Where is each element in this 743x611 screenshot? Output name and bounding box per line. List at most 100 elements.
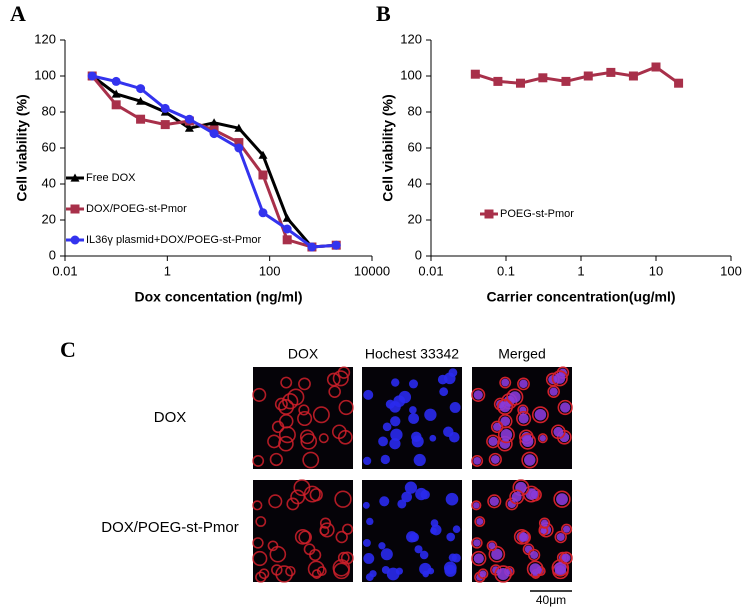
nucleus: [501, 379, 509, 387]
micrograph-cells: [253, 367, 353, 468]
marker: [258, 208, 268, 218]
legend-marker: [70, 235, 80, 245]
x-tick-label: 0.01: [418, 263, 443, 278]
column-label: DOX: [288, 346, 319, 362]
marker: [234, 143, 244, 153]
cell: [520, 434, 535, 449]
nucleus: [473, 457, 481, 465]
cell: [320, 434, 328, 442]
x-tick-label: 1: [577, 263, 584, 278]
nucleus: [512, 492, 522, 502]
marker: [160, 120, 170, 130]
nucleus: [408, 413, 419, 424]
cell: [498, 400, 512, 414]
cell: [303, 452, 318, 467]
cell: [268, 435, 280, 447]
x-tick-label: 100: [720, 263, 742, 278]
legend-label: DOX/POEG-st-Pmor: [86, 203, 187, 215]
cell: [487, 541, 496, 550]
nucleus: [488, 437, 497, 446]
marker: [515, 78, 525, 88]
series-line: [91, 75, 337, 249]
cell: [253, 389, 265, 401]
nucleus: [387, 568, 400, 581]
nucleus: [520, 533, 529, 542]
cell: [256, 572, 266, 582]
cell: [554, 491, 570, 507]
cell: [310, 550, 321, 561]
y-axis-label: Cell viability (%): [14, 94, 30, 201]
nucleus: [444, 373, 456, 385]
micrograph-cells: [363, 482, 461, 581]
cell: [479, 569, 488, 578]
y-tick-label: 120: [400, 31, 422, 46]
nucleus: [509, 391, 521, 403]
nucleus: [446, 493, 459, 506]
cell: [333, 425, 346, 438]
cell: [253, 552, 267, 566]
nucleus: [363, 539, 371, 547]
nucleus: [526, 488, 538, 500]
nucleus: [419, 563, 431, 575]
cell: [299, 378, 310, 389]
cell: [296, 530, 310, 544]
nucleus: [480, 570, 487, 577]
nucleus: [540, 435, 546, 441]
marker: [258, 170, 268, 180]
marker: [307, 242, 317, 252]
legend-marker: [70, 173, 80, 182]
cell: [299, 405, 309, 415]
nucleus: [391, 378, 399, 386]
marker: [209, 129, 219, 139]
marker: [282, 224, 292, 234]
cell: [253, 501, 262, 510]
nucleus: [540, 528, 546, 534]
cell: [281, 377, 291, 387]
nucleus: [369, 570, 376, 577]
cell: [510, 490, 523, 503]
marker: [606, 67, 616, 77]
cell: [517, 412, 531, 426]
nucleus: [401, 492, 412, 503]
cell: [472, 552, 486, 566]
nucleus: [519, 413, 529, 423]
nucleus: [446, 533, 455, 542]
nucleus: [378, 542, 385, 549]
cell: [495, 566, 511, 582]
nucleus: [491, 455, 500, 464]
nucleus: [560, 402, 570, 412]
nucleus: [473, 502, 479, 508]
cell: [518, 378, 529, 389]
x-tick-label: 0.01: [52, 263, 77, 278]
y-tick-label: 0: [415, 247, 422, 262]
series-line: [474, 65, 680, 85]
nucleus: [553, 427, 563, 437]
nucleus: [550, 388, 558, 396]
cell: [522, 452, 537, 467]
nucleus: [381, 548, 393, 560]
cell: [279, 437, 293, 451]
cell: [335, 491, 351, 507]
nucleus: [562, 554, 571, 563]
cell: [321, 518, 331, 528]
marker: [538, 73, 548, 83]
micrograph-cells: [472, 367, 572, 468]
cell: [333, 371, 348, 386]
cell: [500, 377, 510, 387]
nucleus: [535, 409, 547, 421]
y-axis-label: Cell viability (%): [380, 94, 396, 201]
cell: [260, 569, 269, 578]
marker: [282, 235, 292, 245]
nucleus: [519, 380, 527, 388]
legend-label: POEG-st-Pmor: [500, 208, 574, 220]
cell: [313, 570, 321, 578]
cell: [562, 524, 571, 533]
cell: [336, 532, 347, 543]
cell: [276, 566, 292, 582]
nucleus: [563, 526, 570, 533]
x-tick-label: 0.1: [497, 263, 515, 278]
nucleus: [363, 553, 374, 564]
y-tick-label: 40: [408, 175, 422, 190]
nucleus: [554, 373, 565, 384]
nucleus: [381, 455, 390, 464]
